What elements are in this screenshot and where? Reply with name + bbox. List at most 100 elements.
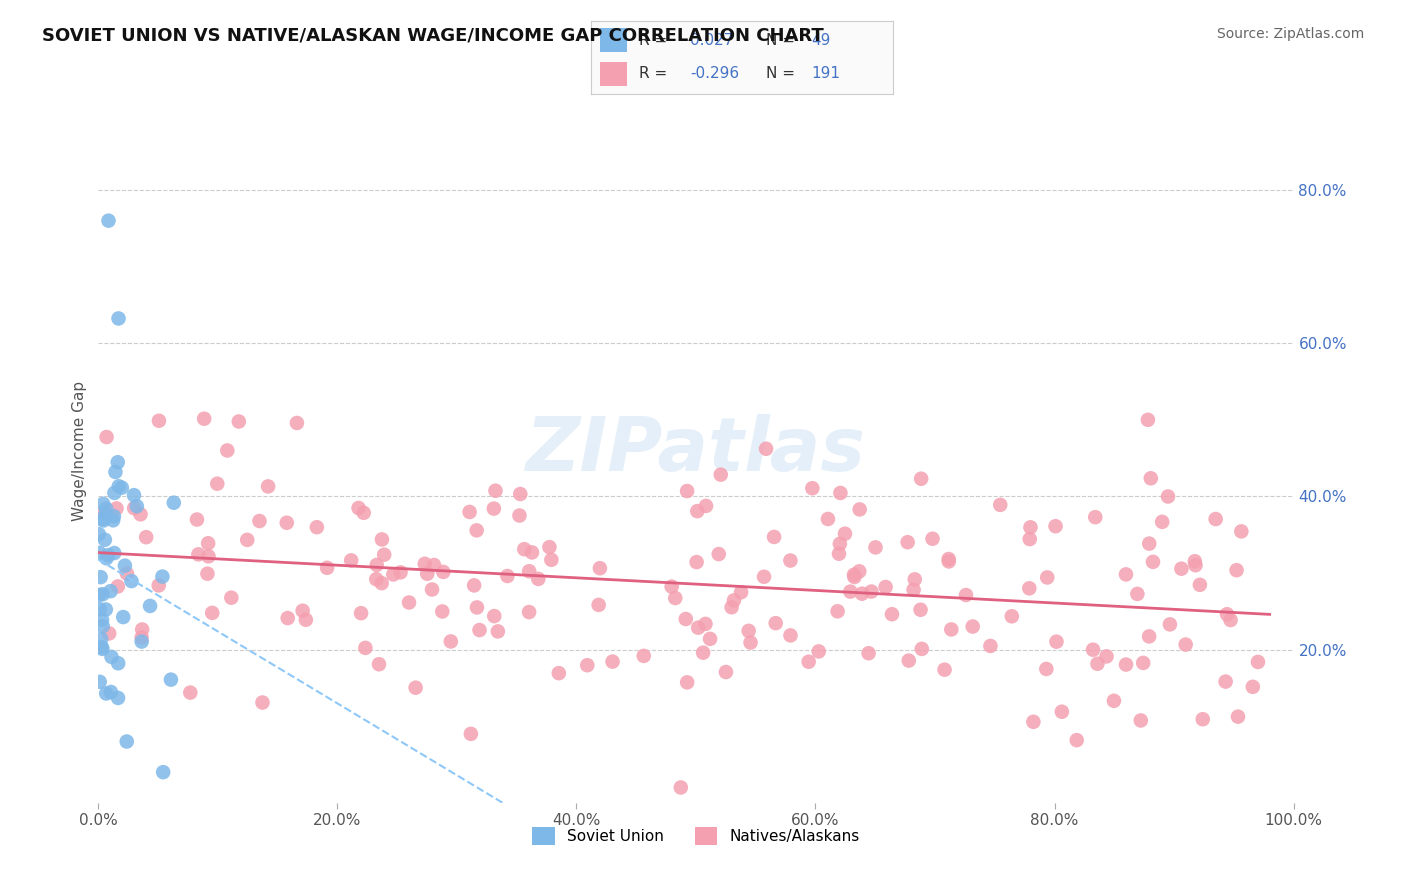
Point [187,547,209,561]
Point [193,411,215,425]
Point [714,665,737,679]
Point [368,657,391,672]
Point [148,578,170,592]
Point [179,685,201,699]
Text: R =: R = [638,66,672,81]
Point [1157,490,1180,504]
Text: 49: 49 [811,33,831,48]
Point [228,415,250,429]
Text: ZIPatlas: ZIPatlas [526,414,866,487]
Point [602,655,624,669]
Point [723,593,745,607]
Point [89,602,111,616]
Point [1230,524,1253,539]
Point [1018,532,1040,546]
Point [1022,714,1045,729]
Point [765,616,787,631]
Point [576,658,599,673]
Point [112,610,135,624]
Point [1019,520,1042,534]
Point [904,573,927,587]
Point [201,606,224,620]
Point [405,681,427,695]
Point [517,564,540,578]
Point [486,624,509,639]
Point [420,582,443,597]
Point [277,611,299,625]
Point [107,657,129,671]
Text: SOVIET UNION VS NATIVE/ALASKAN WAGE/INCOME GAP CORRELATION CHART: SOVIET UNION VS NATIVE/ALASKAN WAGE/INCO… [42,27,824,45]
Point [121,574,143,588]
Point [96,501,118,516]
Point [122,501,145,516]
Point [291,604,314,618]
Point [737,624,759,638]
Point [699,632,721,646]
Point [93,505,115,519]
Point [197,549,219,564]
Point [389,566,412,580]
Point [517,605,540,619]
Point [692,646,714,660]
Point [1102,694,1125,708]
Point [103,486,125,500]
Point [87,527,110,541]
Point [1084,510,1107,524]
Point [801,481,824,495]
Text: N =: N = [766,66,800,81]
Point [111,481,134,495]
Point [938,552,960,566]
Point [100,649,122,664]
Point [91,619,114,633]
Point [152,765,174,780]
Point [710,467,733,482]
Point [382,567,405,582]
Point [1184,554,1206,568]
Point [897,535,920,549]
Point [160,673,183,687]
Point [398,595,420,609]
Point [94,507,117,521]
Point [1095,649,1118,664]
Point [962,619,984,633]
Point [107,455,129,469]
Point [236,533,259,547]
Point [664,591,686,605]
Point [941,623,963,637]
Point [91,613,114,627]
Point [316,561,339,575]
Point [1081,642,1104,657]
Point [988,498,1011,512]
Point [828,547,851,561]
Point [686,504,709,518]
Point [1045,519,1067,533]
Point [97,548,120,562]
Point [509,487,531,501]
Point [779,628,801,642]
Point [135,530,157,544]
Point [463,578,485,592]
Point [103,509,125,524]
Point [1137,536,1160,550]
Point [89,674,111,689]
Point [695,616,717,631]
Point [858,646,880,660]
FancyBboxPatch shape [599,28,627,52]
Point [1216,607,1239,622]
Point [353,506,375,520]
Point [107,311,129,326]
Point [440,634,463,648]
Point [416,566,439,581]
Point [129,508,152,522]
Point [1036,570,1059,584]
Point [370,576,392,591]
Text: 191: 191 [811,66,841,81]
Point [1136,413,1159,427]
Point [688,621,710,635]
Point [465,524,488,538]
Point [91,641,114,656]
Point [830,486,852,500]
Point [139,599,162,613]
Point [1227,709,1250,723]
Point [96,430,118,444]
